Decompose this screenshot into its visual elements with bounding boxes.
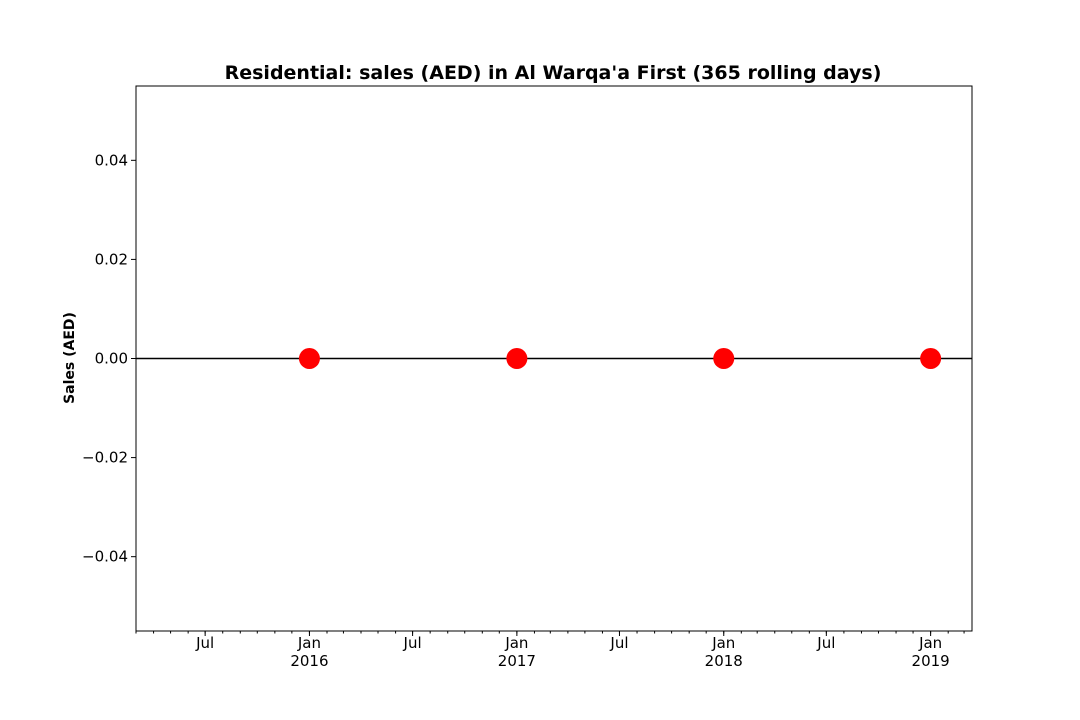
x-tick-label: Jul — [609, 634, 628, 652]
plot-frame — [135, 85, 973, 632]
x-tick-year-label: 2019 — [912, 652, 950, 670]
x-tick-label: Jan — [918, 634, 942, 652]
x-tick-year-label: 2017 — [498, 652, 536, 670]
x-tick-label: Jan — [504, 634, 528, 652]
y-tick-label: −0.02 — [82, 449, 128, 467]
data-point — [506, 348, 528, 369]
y-axis-label: Sales (AED) — [62, 312, 78, 404]
x-tick-year-label: 2016 — [290, 652, 328, 670]
x-tick-label: Jul — [195, 634, 214, 652]
data-point — [713, 348, 735, 369]
x-tick-label: Jan — [711, 634, 735, 652]
x-tick-label: Jul — [816, 634, 835, 652]
x-tick-label: Jul — [403, 634, 422, 652]
series-layer — [136, 348, 972, 369]
y-tick-label: 0.00 — [95, 350, 128, 368]
x-tick-year-label: 2018 — [705, 652, 743, 670]
data-point — [920, 348, 942, 369]
y-tick-label: 0.02 — [95, 250, 128, 268]
y-tick-label: 0.04 — [95, 151, 128, 169]
x-tick-label: Jan — [297, 634, 321, 652]
chart-title: Residential: sales (AED) in Al Warqa'a F… — [225, 62, 882, 84]
data-point — [298, 348, 320, 369]
y-tick-label: −0.04 — [82, 548, 128, 566]
